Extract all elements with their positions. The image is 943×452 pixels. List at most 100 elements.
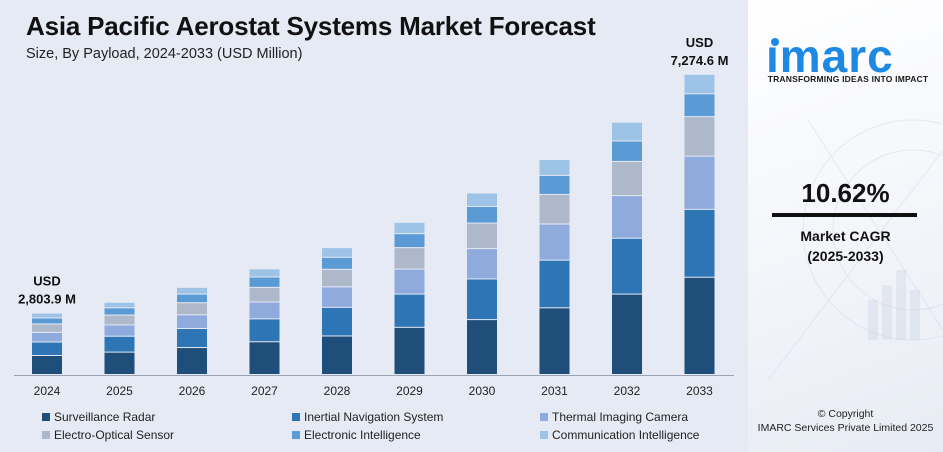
value-annotation: USD — [33, 274, 60, 289]
imarc-logo: ımarc — [766, 30, 894, 78]
bar-segment — [177, 329, 207, 348]
bar-segment — [539, 308, 570, 374]
x-tick-label: 2029 — [396, 384, 423, 398]
x-tick-label: 2028 — [324, 384, 351, 398]
bar-segment — [104, 352, 135, 374]
legend-swatch — [540, 431, 548, 439]
cagr-value: 10.62% — [801, 178, 890, 208]
x-tick-label: 2031 — [541, 384, 568, 398]
x-tick-label: 2033 — [686, 384, 713, 398]
legend-item: Electro-Optical Sensor — [42, 428, 174, 442]
bar-segment — [394, 327, 425, 374]
bar-segment — [684, 117, 715, 156]
legend-label: Surveillance Radar — [54, 410, 156, 424]
bar-segment — [32, 355, 62, 374]
cagr-label-title: Market CAGR — [800, 228, 891, 244]
bar-segment — [467, 279, 497, 320]
legend-label: Thermal Imaging Camera — [552, 410, 689, 424]
x-tick-label: 2032 — [614, 384, 641, 398]
copyright-symbol: © Copyright — [817, 408, 874, 420]
bar-segment — [684, 94, 715, 117]
legend-label: Electronic Intelligence — [304, 428, 421, 442]
cagr-label: Market CAGR (2025-2033) — [748, 226, 943, 266]
bar-segment — [249, 269, 280, 277]
value-annotation: 7,274.6 M — [671, 53, 729, 68]
x-tick-label: 2024 — [34, 384, 61, 398]
bar-segment — [104, 308, 135, 315]
bar-segment — [32, 318, 62, 324]
bar-segment — [394, 222, 425, 234]
bar-segment — [249, 319, 280, 342]
background-decoration — [767, 119, 943, 381]
bar-segment — [104, 325, 135, 336]
legend-swatch — [540, 413, 548, 421]
bar-segment — [684, 209, 715, 277]
chart-title: Asia Pacific Aerostat Systems Market For… — [26, 11, 596, 41]
bar-segment — [177, 294, 207, 303]
x-tick-label: 2025 — [106, 384, 133, 398]
bar-segment — [467, 249, 497, 279]
bar-segment — [322, 336, 352, 374]
bar-segment — [32, 324, 62, 332]
x-tick-label: 2026 — [179, 384, 206, 398]
legend-item: Surveillance Radar — [42, 410, 155, 424]
bar-segment — [539, 224, 570, 260]
bar-segment — [249, 342, 280, 374]
brand-tagline: TRANSFORMING IDEAS INTO IMPACT — [767, 74, 929, 84]
brand-panel: ımarc TRANSFORMING IDEAS INTO IMPACT 10.… — [748, 0, 943, 452]
bar-segment — [612, 122, 642, 141]
bar-segment — [322, 307, 352, 336]
bar-segment — [249, 287, 280, 302]
x-tick-label: 2027 — [251, 384, 278, 398]
value-annotation: 2,803.9 M — [18, 292, 76, 307]
cagr-label-period: (2025-2033) — [807, 248, 884, 264]
bar-segment — [177, 287, 207, 294]
bar-segment — [32, 342, 62, 355]
bar-segment — [32, 332, 62, 342]
value-annotation: USD — [686, 35, 713, 50]
bar-segment — [249, 277, 280, 287]
bar-segment — [612, 196, 642, 238]
legend-swatch — [42, 431, 50, 439]
bar-segment — [177, 315, 207, 329]
bar-segment — [684, 156, 715, 209]
bar-segment — [684, 74, 715, 94]
bar-segment — [539, 160, 570, 175]
bar-segment — [104, 336, 135, 352]
chart-panel: Asia Pacific Aerostat Systems Market For… — [14, 11, 734, 442]
bar-segment — [467, 193, 497, 206]
bar-segment — [612, 294, 642, 374]
bar-segment — [539, 194, 570, 224]
legend-swatch — [292, 413, 300, 421]
legend-swatch — [292, 431, 300, 439]
bar-segment — [612, 141, 642, 161]
bar-segment — [322, 269, 352, 287]
bar-segment — [394, 294, 425, 327]
bar-segment — [612, 161, 642, 196]
bar-segment — [322, 257, 352, 269]
bar-segment — [177, 303, 207, 315]
bar-segment — [612, 238, 642, 294]
bar-segment — [177, 348, 207, 374]
cagr-divider — [772, 213, 917, 217]
bar-segment — [394, 248, 425, 269]
stacked-bar-chart: 2024 2025 2026 2027 2028 2029 2030 2031 2032 2033… — [14, 35, 734, 398]
legend-item: Inertial Navigation System — [292, 410, 443, 424]
bar-segment — [322, 248, 352, 257]
bar-segment — [394, 234, 425, 248]
chart-subtitle: Size, By Payload, 2024-2033 (USD Million… — [26, 46, 303, 62]
bar-segment — [684, 277, 715, 374]
legend-item: Thermal Imaging Camera — [540, 410, 688, 424]
x-tick-label: 2030 — [469, 384, 496, 398]
legend-label: Electro-Optical Sensor — [54, 428, 175, 442]
svg-text:ımarc: ımarc — [766, 30, 894, 78]
bar-segment — [104, 315, 135, 325]
copyright: © Copyright IMARC Services Private Limit… — [748, 407, 943, 435]
legend-item: Electronic Intelligence — [292, 428, 421, 442]
bar-segment — [322, 287, 352, 307]
bar-segment — [249, 302, 280, 319]
legend-label: Communication Intelligence — [552, 428, 700, 442]
bar-segment — [394, 269, 425, 294]
bar-segment — [539, 175, 570, 194]
bar-segment — [467, 206, 497, 223]
